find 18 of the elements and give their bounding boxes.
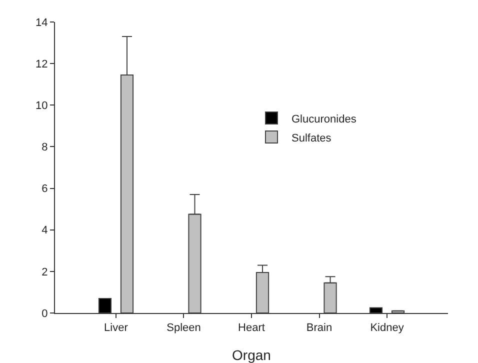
x-tick-label: Heart bbox=[238, 322, 265, 334]
y-tick-label: 14 bbox=[36, 16, 48, 29]
legend-label: Sulfates bbox=[292, 132, 332, 144]
bar bbox=[369, 307, 383, 313]
legend-label: Glucuronides bbox=[292, 113, 357, 126]
y-tick-label: 10 bbox=[36, 100, 48, 112]
x-tick-label: Kidney bbox=[370, 322, 404, 334]
y-tick-label: 6 bbox=[42, 183, 48, 196]
bar bbox=[98, 298, 112, 313]
x-axis-title: Organ bbox=[232, 347, 271, 363]
y-tick-label: 8 bbox=[42, 142, 48, 154]
x-tick-label: Brain bbox=[306, 322, 332, 334]
y-tick-label: 4 bbox=[42, 224, 48, 237]
x-tick-label: Liver bbox=[104, 322, 128, 334]
y-tick-label: 12 bbox=[36, 58, 48, 70]
y-tick-label: 2 bbox=[42, 266, 48, 278]
y-tick-label: 0 bbox=[42, 308, 48, 320]
x-tick-label: Spleen bbox=[166, 322, 201, 334]
